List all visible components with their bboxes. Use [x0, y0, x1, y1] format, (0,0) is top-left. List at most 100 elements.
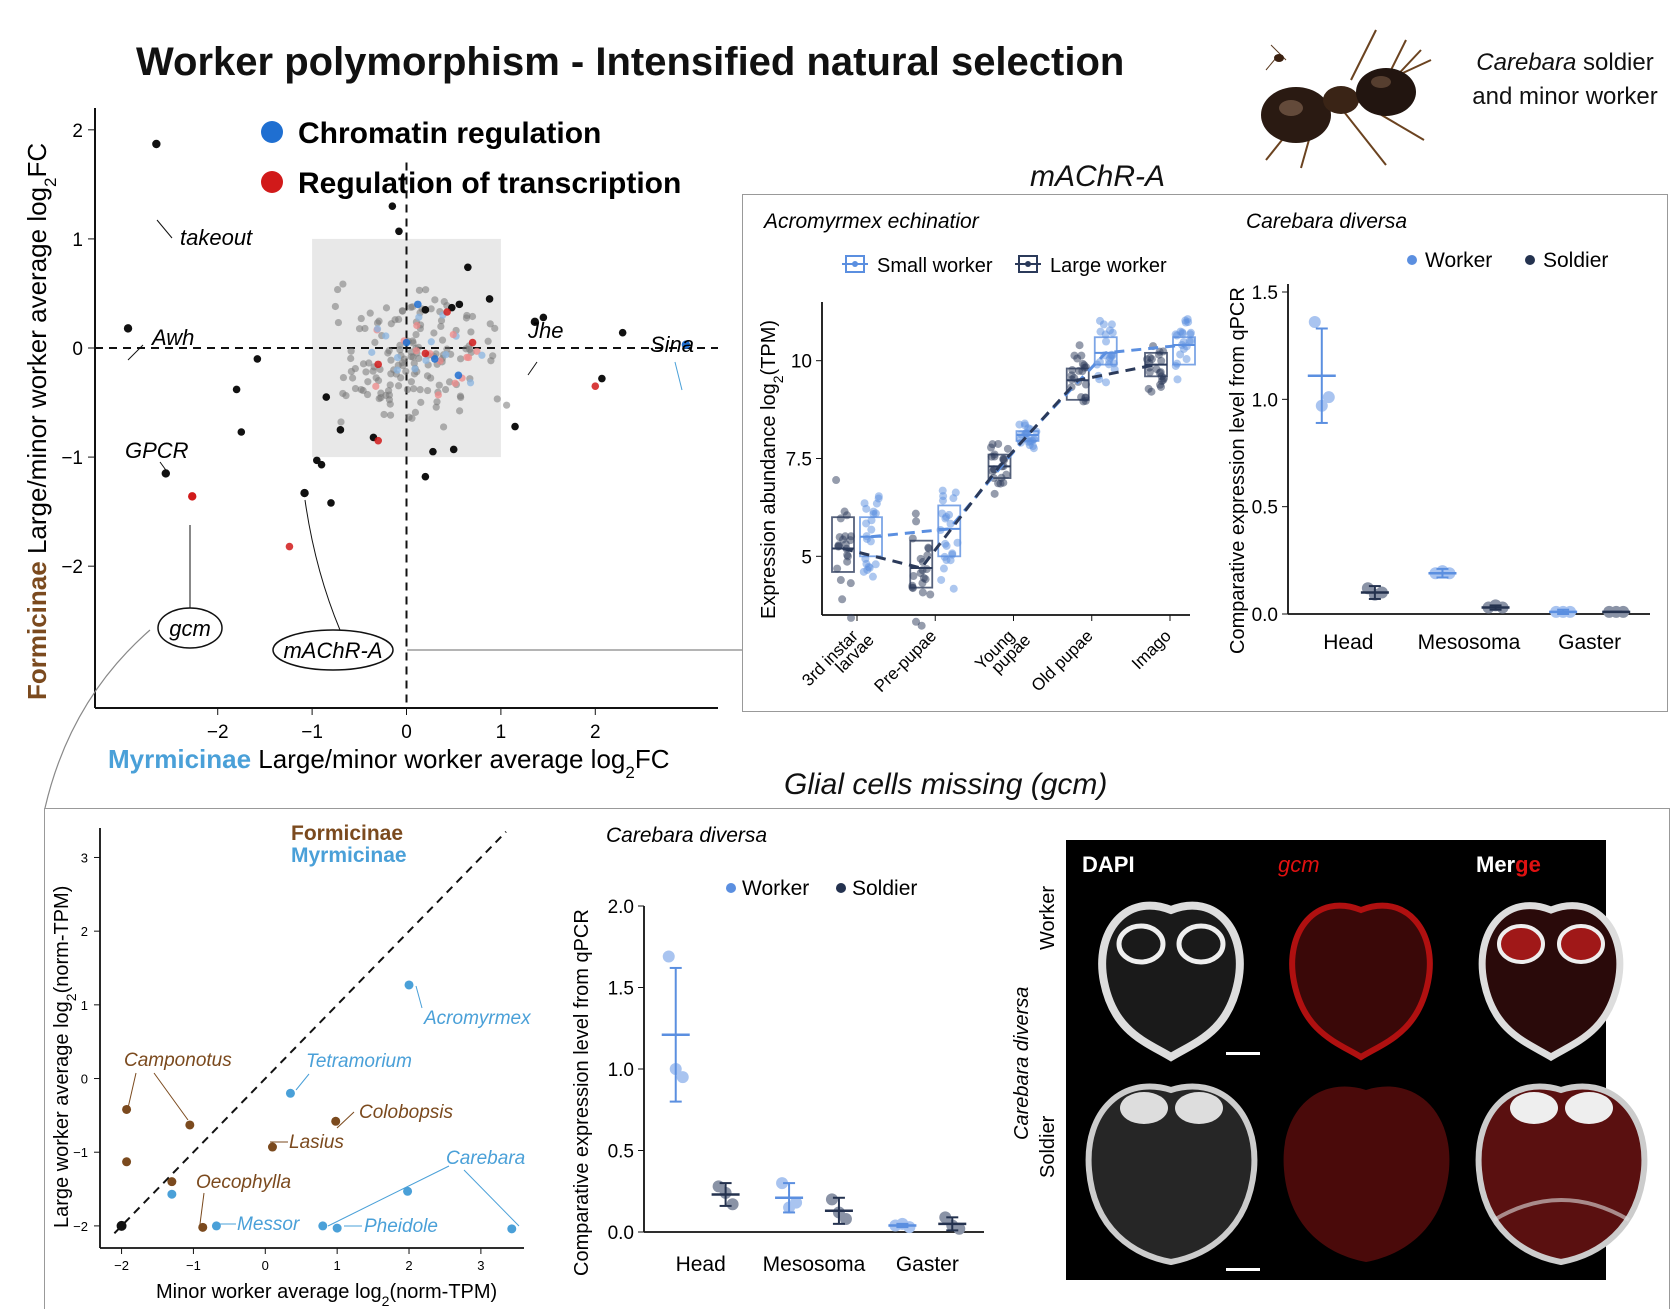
gene-point: [359, 386, 367, 395]
gcm-legend-formicinae: Formicinae: [291, 822, 403, 845]
micro-row-worker: Worker: [1037, 886, 1059, 950]
species-point: [167, 1177, 177, 1187]
x-tick-label: 1: [496, 722, 507, 743]
acro-sample-point: [871, 560, 880, 569]
gene-point-other: [429, 447, 437, 456]
awh-leader: [127, 344, 144, 361]
acro-x-tick-label: Pre-pupae: [871, 626, 941, 696]
gcmq-category-label: Gaster: [896, 1253, 959, 1276]
acro-y-label-text: Expression abundance log: [758, 383, 780, 619]
acro-sample-point: [1147, 387, 1156, 396]
gene-point-category: [368, 348, 376, 356]
jhe-leader: [527, 361, 538, 376]
micro-col-merge-a: Mer: [1476, 852, 1516, 877]
acro-sample-point: [1099, 320, 1108, 329]
care-y-tick-label: 0.5: [1252, 498, 1278, 519]
species-label-messor: Messor: [237, 1214, 300, 1235]
species-label-pheidole: Pheidole: [364, 1216, 438, 1237]
gene-label-takeout: takeout: [180, 225, 253, 250]
gene-point: [337, 418, 345, 426]
gcm-y-tick-label: 3: [81, 850, 88, 865]
acro-sample-point: [866, 537, 875, 546]
camponotus-leader-1: [127, 1072, 137, 1109]
gene-point: [373, 319, 382, 327]
acro-sample-point: [1173, 359, 1182, 368]
micro-col-gcm: gcm: [1278, 852, 1320, 877]
gene-point-category: [478, 351, 486, 359]
colobopsis-leader: [336, 1111, 355, 1129]
species-point: [211, 1221, 221, 1231]
species-point: [507, 1224, 517, 1234]
gene-point: [366, 309, 374, 317]
x-label-text: Large/minor worker average log: [251, 744, 625, 774]
acro-sample-point: [924, 544, 933, 553]
gene-point: [430, 329, 438, 337]
species-point: [285, 1088, 295, 1098]
gcm-y-tick-label: 2: [81, 924, 88, 939]
gene-point-other: [421, 306, 430, 314]
x-tick-label: 2: [590, 722, 601, 743]
species-point: [332, 1223, 342, 1233]
species-point: [198, 1222, 208, 1232]
species-point: [404, 980, 414, 990]
gene-point-category: [454, 371, 463, 380]
gene-point: [407, 378, 415, 386]
ant-caption-genus: Carebara: [1476, 49, 1577, 76]
gcm-worker-legend-label: Worker: [742, 877, 809, 900]
acro-box: [1065, 367, 1090, 401]
gene-point: [416, 386, 424, 394]
gene-point-other: [322, 393, 331, 401]
gcm-qpcr-y-axis-label: Comparative expression level from qPCR: [571, 909, 593, 1276]
gene-point-category: [464, 353, 473, 362]
gcm-worker-legend-marker: [726, 883, 736, 893]
gene-point: [410, 385, 418, 393]
gene-point: [409, 339, 417, 347]
gene-point: [417, 398, 425, 406]
gene-point: [441, 385, 450, 394]
gcmq-y-tick-label: 0.0: [608, 1223, 634, 1244]
gene-point: [386, 411, 395, 419]
machr-leader: [304, 499, 341, 631]
gene-point: [410, 359, 418, 367]
gene-point: [491, 324, 499, 332]
x-tick-label: −2: [207, 722, 229, 743]
gene-point: [440, 423, 448, 431]
gene-point-category: [393, 366, 401, 374]
labeled-gene-point: [188, 492, 197, 501]
acro-box: [1172, 336, 1196, 366]
acro-sample-point: [868, 572, 877, 581]
gcmq-sample-point: [825, 1193, 838, 1206]
micro-row-soldier: Soldier: [1037, 1115, 1059, 1178]
x-tick-label: 0: [401, 722, 412, 743]
gene-point: [411, 408, 420, 416]
gene-point: [437, 322, 445, 331]
acro-sample-point: [1173, 375, 1182, 384]
gene-point: [433, 398, 441, 406]
gene-point: [339, 280, 347, 288]
gcm-y-label-text: Large worker average log: [51, 1001, 73, 1228]
soldier-scale-bar: [1226, 1268, 1260, 1271]
gene-point-category: [374, 436, 382, 445]
acro-y-axis-label: Expression abundance log2(TPM): [758, 320, 786, 619]
microscopy-panel: DAPI gcm Merge: [1066, 840, 1648, 1280]
gene-point-category: [468, 338, 477, 347]
gene-point: [427, 305, 435, 313]
acro-sample-point: [918, 588, 927, 597]
acro-sample-point: [838, 595, 847, 604]
micro-col-dapi: DAPI: [1082, 852, 1135, 877]
gene-point-other: [388, 202, 397, 210]
acro-sample-point: [1186, 330, 1195, 339]
soldier-dapi-image: [1085, 1083, 1258, 1266]
gcmq-sample-point: [939, 1211, 952, 1224]
gcm-soldier-legend-marker: [836, 883, 846, 893]
species-point: [122, 1104, 132, 1114]
acro-sample-point: [843, 552, 852, 561]
acro-sample-point: [994, 439, 1003, 448]
main-x-axis-label: Myrmicinae Large/minor worker average lo…: [108, 744, 670, 782]
gene-point: [382, 304, 391, 312]
gene-point-other: [336, 426, 345, 434]
gene-point-category: [449, 331, 457, 339]
gene-point: [422, 286, 430, 294]
acro-sample-point: [939, 564, 948, 573]
acro-sample-point: [946, 519, 955, 528]
